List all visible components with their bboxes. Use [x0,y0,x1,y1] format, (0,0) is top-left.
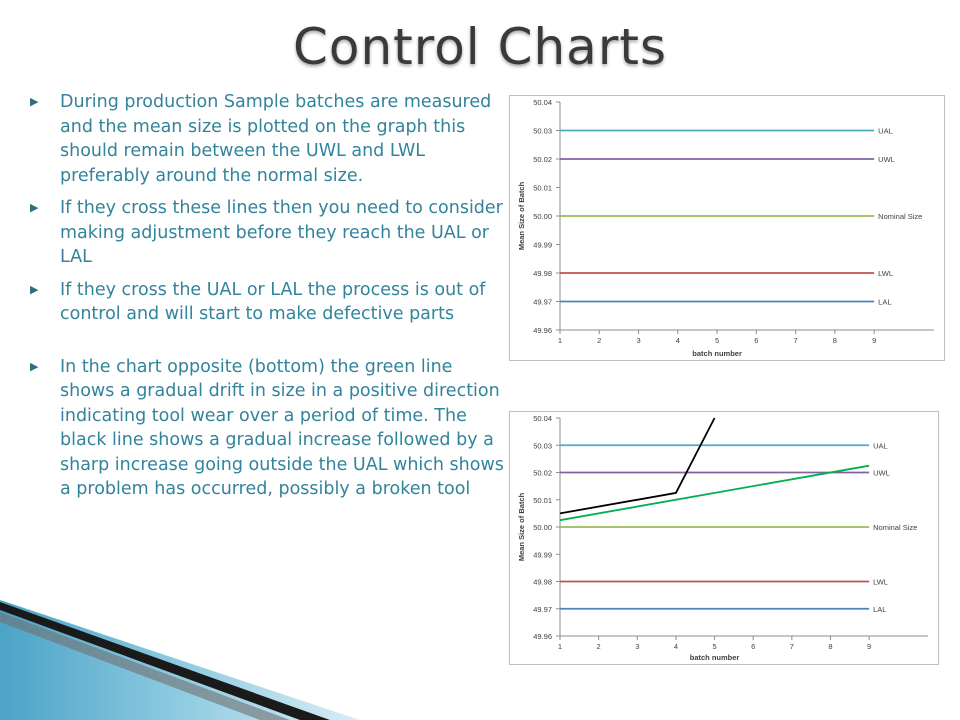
bottom-chart-y-tick-label: 50.04 [533,414,552,423]
bottom-chart-y-tick-label: 50.01 [533,496,552,505]
arrow-right-icon: ▶ [30,282,39,296]
bullet-list: ▶ During production Sample batches are m… [30,90,508,510]
top-chart-x-tick-label: 3 [636,336,640,345]
bullet-item: ▶ If they cross the UAL or LAL the proce… [30,278,508,327]
bottom-chart-ref-line-label: LWL [873,578,888,587]
bottom-chart-x-tick-label: 8 [828,642,832,651]
top-chart-y-tick-label: 49.99 [533,241,552,250]
bullet-item: ▶ In the chart opposite (bottom) the gre… [30,355,508,502]
bullet-text: In the chart opposite (bottom) the green… [60,356,504,500]
top-chart-y-tick-label: 50.04 [533,98,552,107]
bottom-chart-ref-line-label: UWL [873,469,890,478]
bottom-chart-y-tick-label: 50.02 [533,469,552,478]
bottom-chart-x-tick-label: 2 [597,642,601,651]
bottom-chart-ref-line-label: UAL [873,441,888,450]
bottom-chart-x-tick-label: 7 [790,642,794,651]
control-chart-top-plot: 49.96 49.97 49.98 49.99 50.00 50.01 50.02 50.03… [517,98,934,358]
top-chart-y-tick-label: 50.01 [533,184,552,193]
top-chart-y-tick-label: 50.03 [533,127,552,136]
top-chart-x-tick-label: 6 [754,336,758,345]
bottom-chart-y-tick-label: 50.03 [533,441,552,450]
bottom-chart-x-axis-title: batch number [690,653,740,662]
bottom-chart-y-tick-label: 49.98 [533,578,552,587]
bottom-chart-series-line [559,417,716,515]
bullet-text: If they cross the UAL or LAL the process… [60,279,486,325]
top-chart-ref-line-label: UAL [878,127,893,136]
top-chart-y-tick-label: 49.97 [533,298,552,307]
top-chart-x-tick-label: 2 [597,336,601,345]
top-chart-ref-line-label: LWL [878,269,893,278]
bottom-chart-x-tick-label: 3 [635,642,639,651]
bottom-chart-y-tick-label: 50.00 [533,523,552,532]
top-chart-y-tick-label: 49.96 [533,326,552,335]
control-chart-bottom-plot: 49.96 49.97 49.98 49.99 50.00 50.01 50.02 50.03… [517,414,928,662]
bottom-chart-y-tick-label: 49.96 [533,632,552,641]
bottom-chart-ref-line-label: Nominal Size [873,523,917,532]
bottom-chart-y-tick-label: 49.97 [533,605,552,614]
top-chart-x-tick-label: 4 [676,336,680,345]
top-chart-x-tick-label: 5 [715,336,719,345]
top-chart-x-tick-label: 8 [833,336,837,345]
bottom-chart-ref-line-label: LAL [873,605,886,614]
top-chart-y-tick-label: 49.98 [533,269,552,278]
slide-title: Control Charts [292,18,668,76]
top-chart-y-tick-label: 50.00 [533,212,552,221]
arrow-right-icon: ▶ [30,201,39,214]
bottom-chart-series-line [559,464,870,522]
top-chart-x-tick-label: 1 [558,336,562,345]
control-chart-top: 49.96 49.97 49.98 49.99 50.00 50.01 50.02 50.03… [509,95,945,361]
decorative-swoosh [0,600,360,720]
top-chart-ref-line-label: Nominal Size [878,212,922,221]
bullet-item: ▶ If they cross these lines then you nee… [30,196,508,270]
top-chart-y-tick-label: 50.02 [533,155,552,164]
bottom-chart-x-tick-label: 6 [751,642,755,651]
top-chart-ref-line-label: UWL [878,155,895,164]
bullet-text: If they cross these lines then you need … [60,198,503,267]
top-chart-x-axis-title: batch number [692,349,742,358]
bullet-item: ▶ During production Sample batches are m… [30,90,508,188]
top-chart-x-tick-label: 7 [794,336,798,345]
bottom-chart-x-tick-label: 4 [674,642,678,651]
bottom-chart-x-tick-label: 9 [867,642,871,651]
bottom-chart-x-tick-label: 5 [712,642,716,651]
top-chart-ref-line-label: LAL [878,298,891,307]
bullet-text: During production Sample batches are mea… [60,92,492,186]
bottom-chart-x-tick-label: 1 [558,642,562,651]
top-chart-x-tick-label: 9 [872,336,876,345]
arrow-right-icon: ▶ [30,95,39,108]
arrow-right-icon: ▶ [30,359,39,373]
bottom-chart-y-tick-label: 49.99 [533,550,552,559]
control-chart-bottom: 49.96 49.97 49.98 49.99 50.00 50.01 50.02 50.03… [509,411,939,665]
bottom-chart-y-axis-title: Mean Size of Batch [517,492,526,561]
top-chart-y-axis-title: Mean Size of Batch [517,181,526,250]
